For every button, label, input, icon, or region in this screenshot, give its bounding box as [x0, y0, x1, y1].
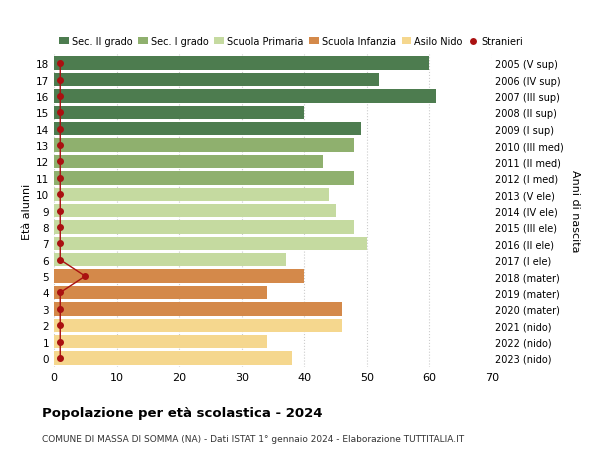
- Bar: [54, 237, 367, 251]
- Bar: [54, 253, 286, 267]
- Bar: [54, 352, 292, 365]
- Bar: [54, 57, 430, 71]
- Point: [55, 61, 65, 68]
- Bar: [54, 188, 329, 202]
- Bar: [54, 335, 267, 348]
- Point: [80, 273, 90, 280]
- Point: [55, 207, 65, 215]
- Bar: [54, 221, 355, 234]
- Point: [55, 77, 65, 84]
- Bar: [54, 302, 342, 316]
- Bar: [54, 156, 323, 169]
- Point: [55, 191, 65, 198]
- Y-axis label: Anni di nascita: Anni di nascita: [570, 170, 580, 252]
- Bar: [54, 172, 355, 185]
- Point: [55, 257, 65, 264]
- Bar: [54, 74, 379, 87]
- Point: [55, 158, 65, 166]
- Point: [55, 322, 65, 329]
- Bar: [54, 123, 361, 136]
- Bar: [54, 319, 342, 332]
- Bar: [54, 106, 304, 120]
- Bar: [54, 139, 355, 152]
- Bar: [54, 90, 436, 103]
- Point: [55, 224, 65, 231]
- Point: [55, 354, 65, 362]
- Point: [55, 126, 65, 133]
- Point: [55, 175, 65, 182]
- Point: [55, 306, 65, 313]
- Point: [55, 93, 65, 101]
- Point: [55, 109, 65, 117]
- Point: [55, 338, 65, 346]
- Bar: [54, 286, 267, 300]
- Point: [55, 289, 65, 297]
- Legend: Sec. II grado, Sec. I grado, Scuola Primaria, Scuola Infanzia, Asilo Nido, Stran: Sec. II grado, Sec. I grado, Scuola Prim…: [59, 37, 523, 47]
- Text: COMUNE DI MASSA DI SOMMA (NA) - Dati ISTAT 1° gennaio 2024 - Elaborazione TUTTIT: COMUNE DI MASSA DI SOMMA (NA) - Dati IST…: [42, 434, 464, 443]
- Y-axis label: Età alunni: Età alunni: [22, 183, 32, 239]
- Text: Popolazione per età scolastica - 2024: Popolazione per età scolastica - 2024: [42, 406, 323, 419]
- Bar: [54, 270, 304, 283]
- Bar: [54, 204, 335, 218]
- Point: [55, 142, 65, 150]
- Point: [55, 240, 65, 247]
